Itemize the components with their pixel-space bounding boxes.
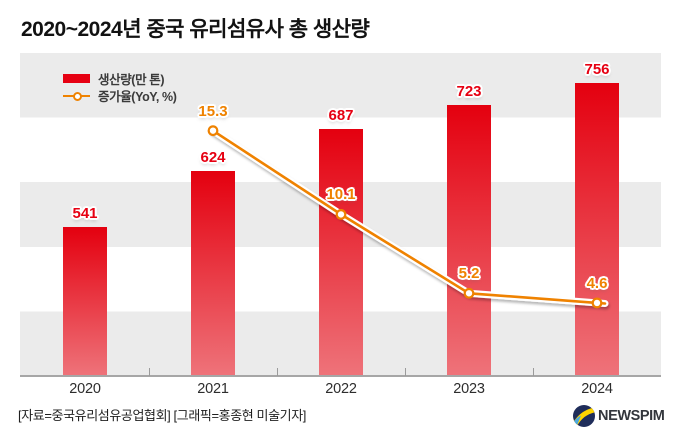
legend-label-growth: 증가율(YoY, %) [98,90,177,104]
bar-value-label: 541 [72,204,98,222]
newspim-logo: NEWSPIM [573,405,665,427]
yoy-line [211,129,607,305]
legend-item-production: 생산량(만 톤) [63,71,176,87]
x-axis-label-2022: 2022 [325,381,357,397]
x-axis-tick [533,368,534,376]
x-axis-tick [405,368,406,376]
x-axis-label-2023: 2023 [453,381,485,397]
x-axis-tick [149,368,150,376]
yoy-line-layer [207,125,609,309]
newspim-logo-text: NEWSPIM [598,408,665,424]
bar-value-label: 687 [328,106,354,124]
yoy-line-marker [591,297,603,309]
x-axis-tick [277,368,278,376]
page-title: 2020~2024년 중국 유리섬유사 총 생산량 [21,18,370,41]
legend-item-growth: 증가율(YoY, %) [63,88,177,104]
x-axis-line [20,375,661,377]
bar-2023 [447,104,491,376]
legend-label-production: 생산량(만 톤) [98,73,165,87]
bar-2022 [319,128,363,376]
bar-2024 [575,82,619,376]
yoy-line-marker [207,125,219,137]
bar-2020 [63,226,107,376]
yoy-line-marker [463,287,475,299]
bar-value-label: 723 [456,82,482,100]
bar-swatch-icon [63,74,90,83]
source-credit: [자료=중국유리섬유공업협회] [그래픽=홍종현 미술기자] [18,408,306,423]
bar-value-label: 756 [584,60,610,78]
yoy-line-marker [335,208,347,220]
yoy-value-label: 5.2 [458,265,480,283]
x-axis-label-2024: 2024 [581,381,613,397]
chart-plot-area: 541 624 15.3 687 10.1 723 5.2 756 4.6 [20,53,661,376]
x-axis-label-2020: 2020 [69,381,101,397]
yoy-value-label: 10.1 [326,186,356,204]
bar-value-label: 624 [200,148,226,166]
chart-legend: 생산량(만 톤) 증가율(YoY, %) [63,71,177,105]
yoy-value-label: 4.6 [586,274,608,292]
yoy-value-label: 15.3 [198,102,228,120]
x-axis-label-2021: 2021 [197,381,229,397]
line-swatch-icon [63,91,90,101]
newspim-globe-icon [573,405,595,427]
bar-2021 [191,170,235,376]
yoy-line-casing [209,127,609,307]
